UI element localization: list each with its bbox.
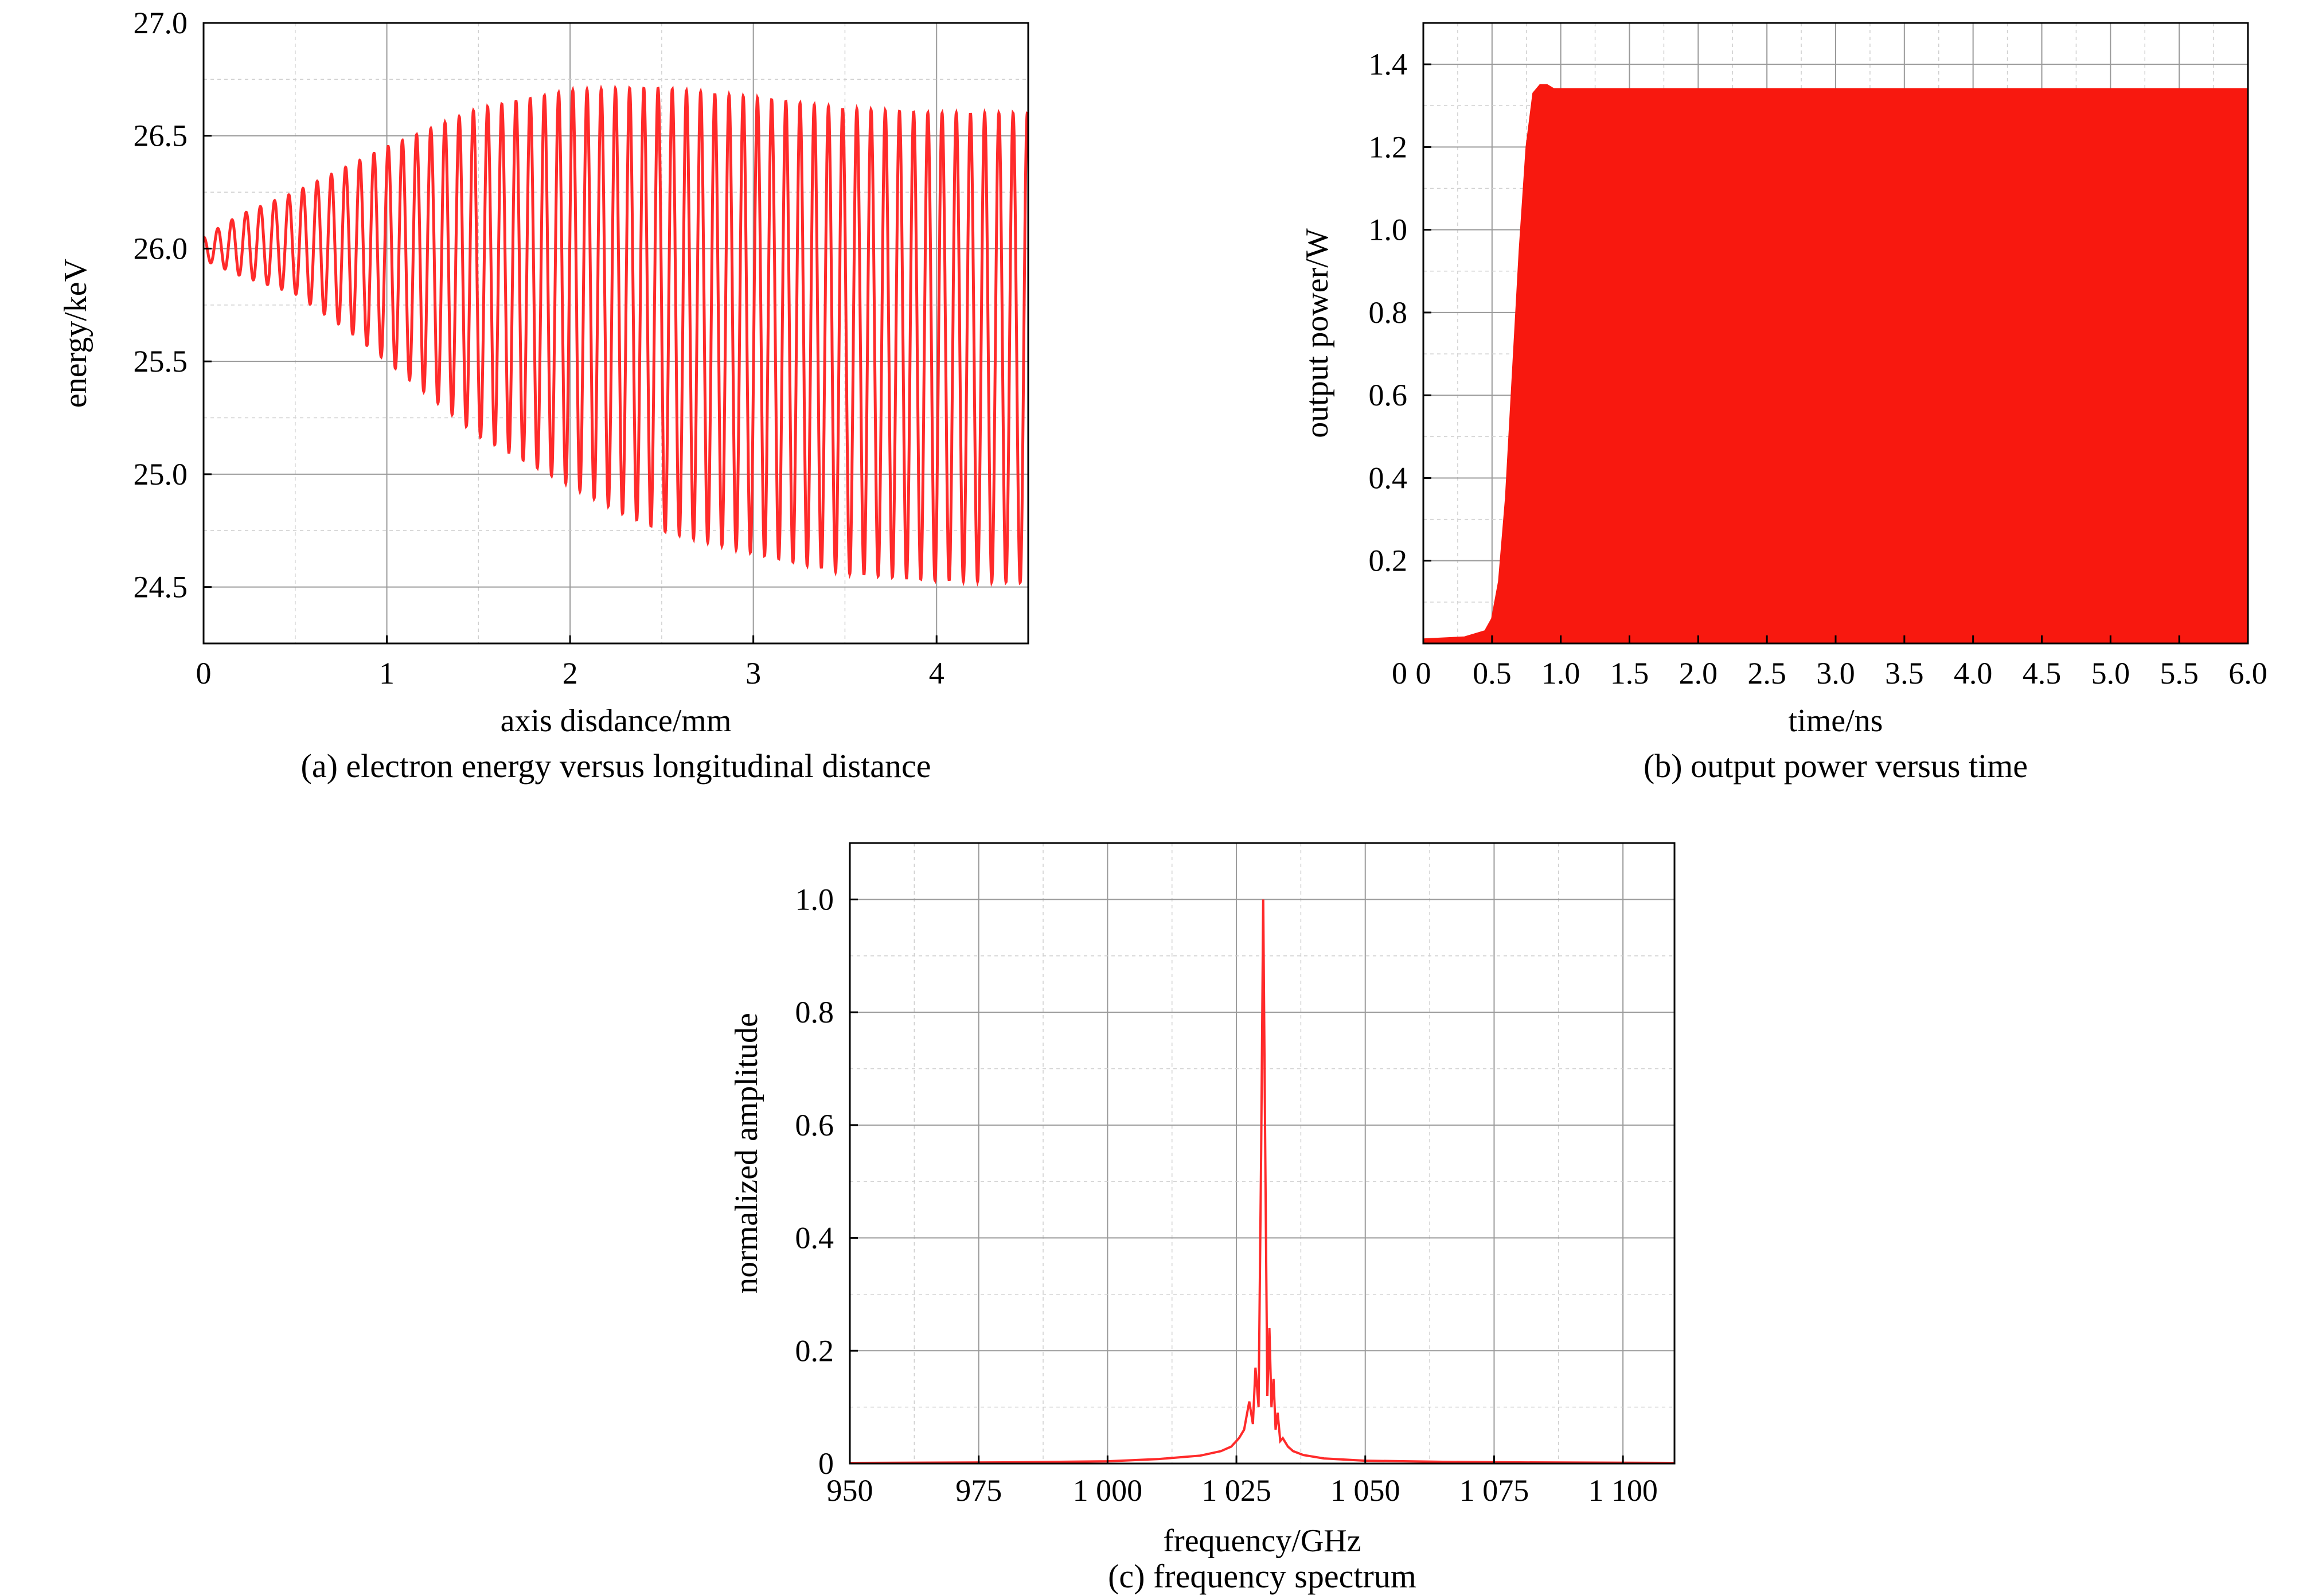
- chart-panel-2: 950 975 1 000 1 025 1 050 1 075 1 10000.20.40.…: [729, 842, 1676, 1595]
- origin-tick-label: 0: [1392, 656, 1407, 690]
- x-tick-label: 1 050: [1330, 1473, 1400, 1508]
- y-tick-label: 0.2: [795, 1333, 834, 1368]
- y-tick-label: 0.8: [795, 995, 834, 1029]
- x-tick-label: 4: [929, 656, 944, 690]
- panel-caption: (a) electron energy versus longitudinal …: [301, 747, 931, 785]
- x-tick-label: 1.5: [1610, 656, 1649, 690]
- y-tick-label: 0.4: [795, 1221, 834, 1255]
- energy-oscillation-line: [204, 84, 1028, 587]
- x-tick-label: 4.5: [2023, 656, 2062, 690]
- panel-caption: (c) frequency spectrum: [1108, 1558, 1416, 1595]
- x-tick-label: 2: [563, 656, 578, 690]
- plot-frame: [202, 22, 1029, 645]
- output-power-area: [1423, 84, 2248, 643]
- x-tick-label: 975: [955, 1473, 1002, 1508]
- x-tick-label: 2.0: [1679, 656, 1718, 690]
- plot-area: [850, 899, 1674, 1464]
- x-tick-label: 6.0: [2228, 656, 2267, 690]
- x-tick-label: 3.0: [1816, 656, 1855, 690]
- panel-caption: (b) output power versus time: [1644, 747, 2028, 785]
- y-tick-label: 1.2: [1369, 130, 1408, 164]
- y-tick-label: 0.8: [1369, 295, 1408, 330]
- x-tick-label: 5.0: [2091, 656, 2130, 690]
- x-axis-label: axis disdance/mm: [501, 703, 732, 739]
- x-tick-label: 3.5: [1885, 656, 1924, 690]
- x-tick-label: 5.5: [2160, 656, 2199, 690]
- x-tick-label: 0.5: [1473, 656, 1512, 690]
- x-tick-label: 0: [196, 656, 212, 690]
- plot-frame: [849, 842, 1676, 1465]
- y-tick-label: 0.2: [1369, 544, 1408, 578]
- x-tick-label: 4.0: [1954, 656, 1993, 690]
- x-tick-label: 950: [827, 1473, 873, 1508]
- y-tick-label: 0.6: [1369, 378, 1408, 412]
- spectrum-line: [850, 899, 1674, 1464]
- y-tick-label: 25.5: [134, 344, 188, 378]
- x-tick-label: 1 025: [1201, 1473, 1271, 1508]
- y-tick-label: 27.0: [134, 6, 188, 40]
- x-axis-label: time/ns: [1789, 703, 1883, 739]
- x-tick-label: 2.5: [1747, 656, 1786, 690]
- y-tick-label: 1.0: [1369, 213, 1408, 247]
- y-axis-label: normalized amplitude: [729, 1013, 764, 1294]
- x-tick-label: 1 100: [1588, 1473, 1658, 1508]
- x-axis-label: frequency/GHz: [1163, 1523, 1361, 1559]
- plot-area: [204, 84, 1028, 587]
- y-axis-label: output power/W: [1299, 228, 1335, 438]
- y-tick-label: 0.4: [1369, 461, 1408, 495]
- y-tick-label: 1.4: [1369, 47, 1408, 81]
- x-tick-label: 0: [1416, 656, 1431, 690]
- plot-area: [1423, 84, 2248, 643]
- y-tick-label: 26.5: [134, 119, 188, 153]
- chart-panel-1: 0 0.5 1.0 1.5 2.0 2.5 3.0 3.5 4.0 4.5 5.0 5.5 6.0 0.2…: [1299, 22, 2267, 785]
- x-tick-label: 3: [745, 656, 761, 690]
- y-tick-label: 1.0: [795, 882, 834, 916]
- x-tick-label: 1 075: [1459, 1473, 1529, 1508]
- x-tick-label: 1: [379, 656, 395, 690]
- y-tick-label: 24.5: [134, 570, 188, 604]
- chart-panel-0: 0 1 2 3 4 24.5 25.0 25.5 26.0 26.5 27.0 axis disdan…: [58, 6, 1029, 785]
- y-tick-label: 0: [818, 1446, 834, 1481]
- x-tick-label: 1 000: [1073, 1473, 1143, 1508]
- x-tick-label: 1.0: [1541, 656, 1580, 690]
- y-axis-label: energy/keV: [58, 259, 93, 408]
- y-tick-label: 25.0: [134, 457, 188, 491]
- y-tick-label: 0.6: [795, 1108, 834, 1142]
- y-tick-label: 26.0: [134, 231, 188, 266]
